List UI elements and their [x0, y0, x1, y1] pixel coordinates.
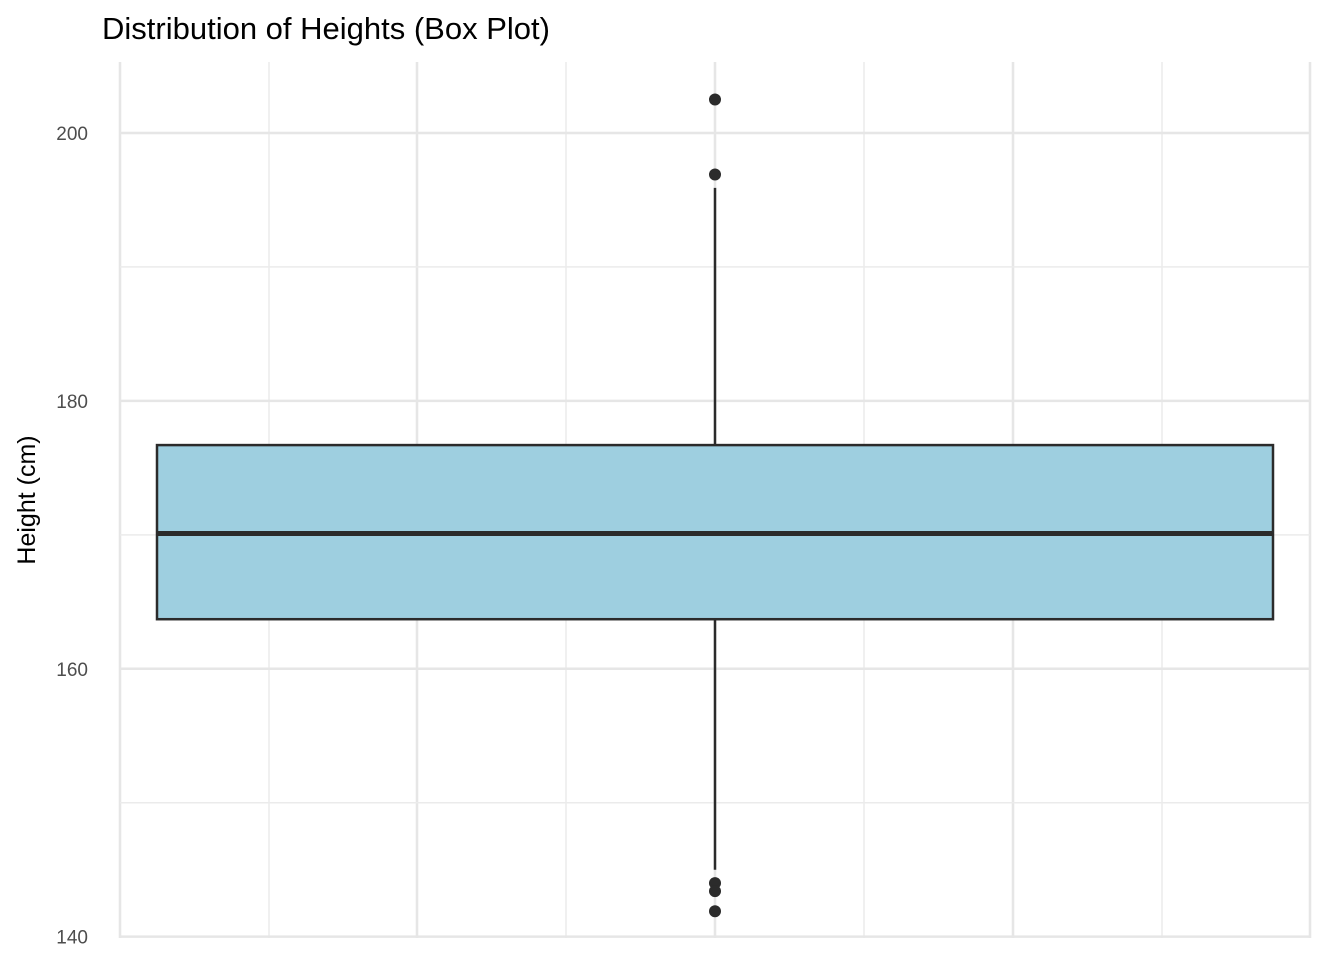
outlier-points — [709, 93, 721, 918]
y-axis-label: Height (cm) — [13, 435, 41, 564]
chart-title: Distribution of Heights (Box Plot) — [102, 11, 550, 46]
y-tick-label: 180 — [56, 392, 88, 413]
outlier-point — [709, 168, 721, 181]
box-plot — [155, 187, 1275, 870]
outlier-point — [709, 93, 721, 106]
outlier-point — [709, 905, 721, 918]
outlier-point — [709, 885, 721, 898]
y-tick-label: 200 — [56, 124, 88, 145]
y-tick-labels: 140 160 180 200 — [56, 124, 88, 949]
y-tick-label: 140 — [56, 928, 88, 949]
y-tick-label: 160 — [56, 660, 88, 681]
